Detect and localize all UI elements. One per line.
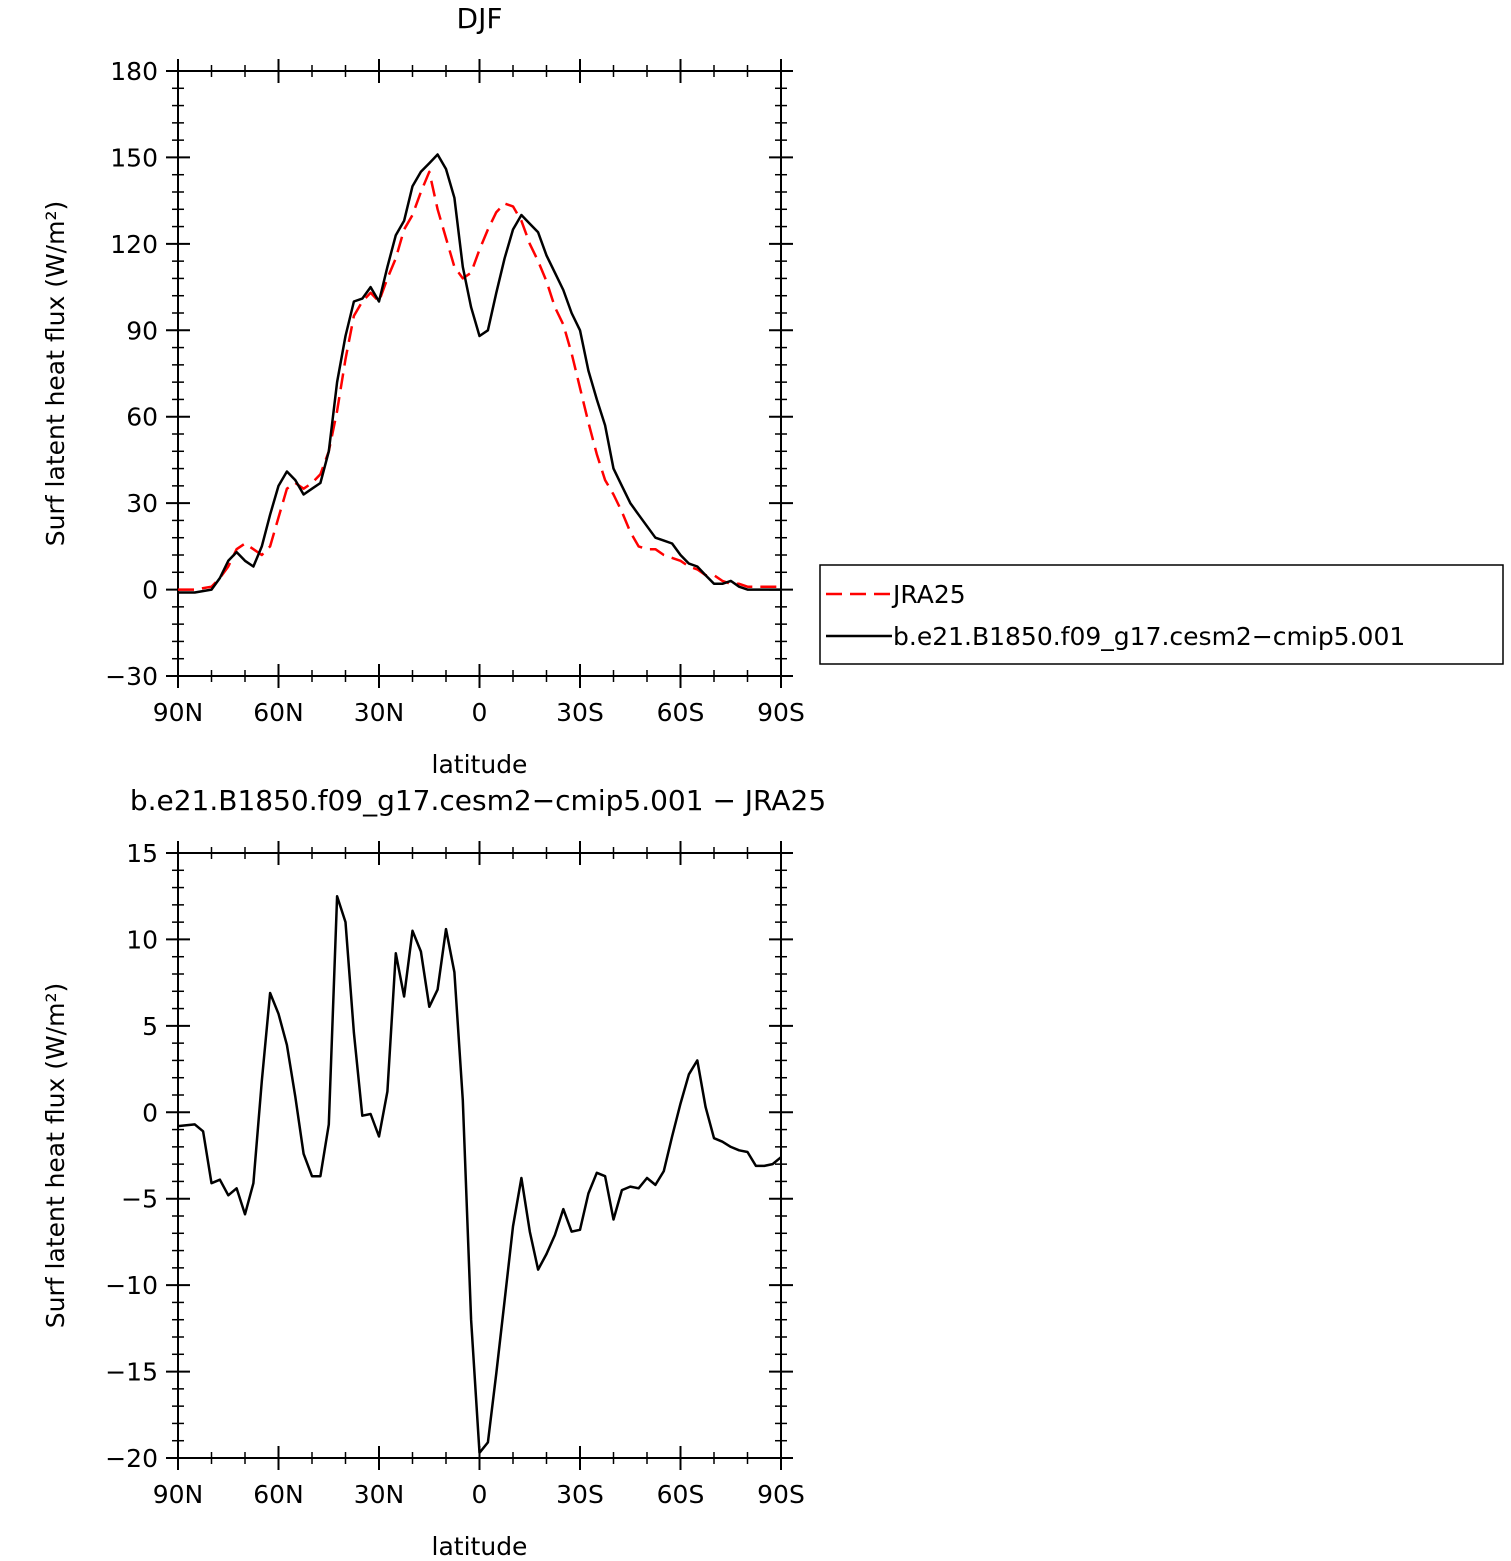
series-line-difference: [177, 894, 782, 1455]
legend-label-cesm2: b.e21.B1850.f09_g17.cesm2−cmip5.001: [893, 622, 1405, 651]
y-tick-label: 120: [110, 230, 158, 259]
chart-title: DJF: [457, 2, 503, 35]
x-axis-label: latitude: [432, 750, 528, 779]
x-tick-label: 60N: [253, 1480, 304, 1509]
y-tick-label: 10: [126, 925, 158, 954]
series-line-jra25: [178, 170, 781, 591]
x-tick-label: 0: [472, 698, 488, 727]
x-tick-label: 30S: [556, 1480, 604, 1509]
series-line-b-e21-b1850-f09-g17-cesm2-cmip5-001: [178, 153, 781, 594]
x-tick-label: 30N: [354, 1480, 405, 1509]
x-tick-label: 30N: [354, 698, 405, 727]
plot-frame: [177, 70, 782, 677]
x-axis-label: latitude: [432, 1532, 528, 1561]
x-tick-label: 90N: [153, 1480, 204, 1509]
x-tick-label: 60N: [253, 698, 304, 727]
y-tick-label: −15: [105, 1358, 158, 1387]
y-tick-label: 30: [126, 489, 158, 518]
plot-frame: [177, 852, 782, 1459]
y-tick-label: 150: [110, 143, 158, 172]
x-tick-label: 90N: [153, 698, 204, 727]
x-tick-label: 90S: [757, 1480, 805, 1509]
legend-box: [819, 564, 1504, 665]
chart-title: b.e21.B1850.f09_g17.cesm2−cmip5.001 − JR…: [130, 784, 826, 817]
x-tick-label: 90S: [757, 698, 805, 727]
y-tick-label: −5: [121, 1185, 158, 1214]
legend-label-jra25: JRA25: [891, 580, 966, 609]
legend: JRA25 b.e21.B1850.f09_g17.cesm2−cmip5.00…: [819, 564, 1504, 665]
x-tick-label: 60S: [657, 698, 705, 727]
y-tick-label: 0: [142, 1098, 158, 1127]
y-tick-label: 15: [126, 839, 158, 868]
y-tick-label: 5: [142, 1012, 158, 1041]
y-tick-label: 90: [126, 316, 158, 345]
top-panel: DJF latitude Surf latent heat flux (W/m²…: [41, 2, 805, 779]
bottom-panel: b.e21.B1850.f09_g17.cesm2−cmip5.001 − JR…: [41, 784, 826, 1561]
y-tick-label: 60: [126, 403, 158, 432]
y-axis-label: Surf latent heat flux (W/m²): [41, 201, 70, 546]
x-tick-label: 30S: [556, 698, 604, 727]
y-tick-label: −10: [105, 1271, 158, 1300]
y-axis-label: Surf latent heat flux (W/m²): [41, 983, 70, 1328]
x-tick-label: 0: [472, 1480, 488, 1509]
y-tick-label: 180: [110, 57, 158, 86]
y-tick-label: −20: [105, 1444, 158, 1473]
x-tick-label: 60S: [657, 1480, 705, 1509]
y-tick-label: 0: [142, 576, 158, 605]
y-tick-label: −30: [105, 662, 158, 691]
